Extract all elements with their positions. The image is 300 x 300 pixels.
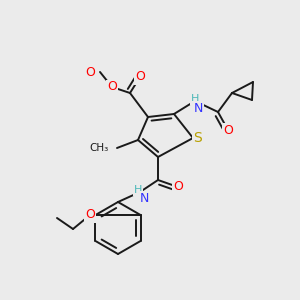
Text: O: O (173, 181, 183, 194)
Text: CH₃: CH₃ (90, 143, 109, 153)
Text: O: O (85, 208, 95, 221)
Text: O: O (107, 80, 117, 94)
Text: H: H (134, 185, 142, 195)
Text: S: S (193, 131, 201, 145)
Text: O: O (85, 67, 95, 80)
Text: H: H (191, 94, 199, 104)
Text: O: O (135, 70, 145, 83)
Text: N: N (193, 101, 203, 115)
Text: N: N (139, 191, 149, 205)
Text: O: O (223, 124, 233, 136)
